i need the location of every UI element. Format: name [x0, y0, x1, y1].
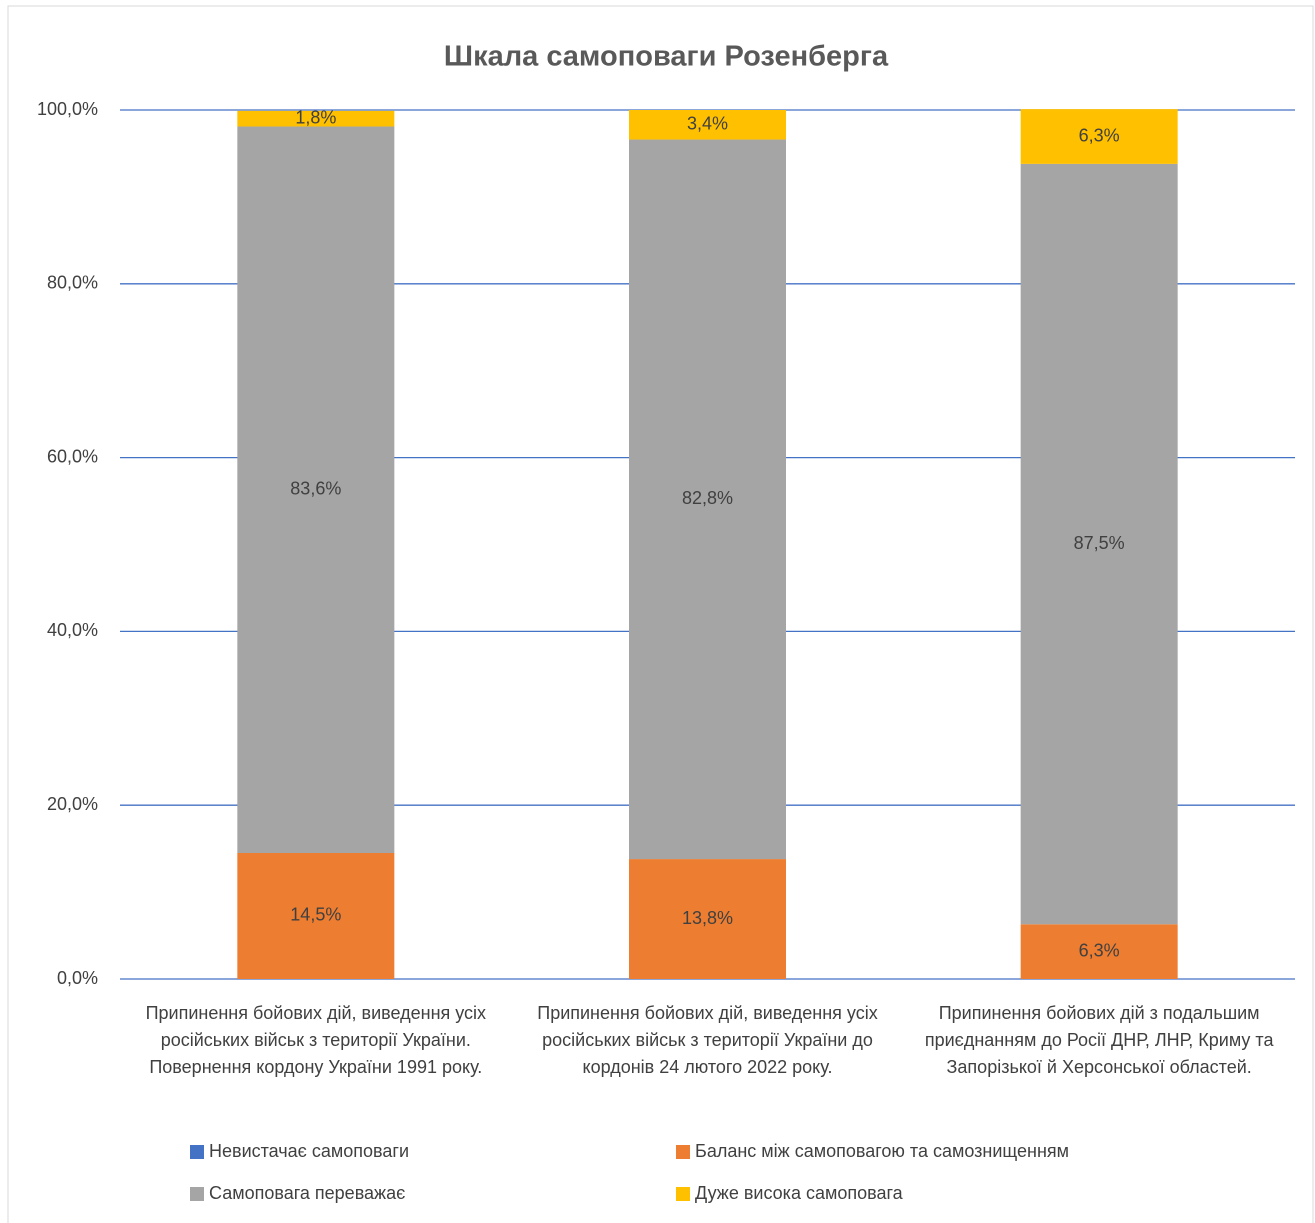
legend-label: Невистачає самоповаги: [209, 1141, 409, 1161]
legend-label: Самоповага переважає: [209, 1183, 405, 1203]
y-tick-label: 0,0%: [57, 968, 98, 988]
data-label: 87,5%: [1074, 533, 1125, 553]
data-label: 14,5%: [290, 905, 341, 925]
y-tick-label: 40,0%: [47, 620, 98, 640]
bar-segment: [237, 852, 395, 979]
x-tick-label: Припинення бойових дій з подальшим приєд…: [924, 1003, 1274, 1077]
bar-segment: [629, 139, 786, 860]
legend-swatch: [190, 1145, 204, 1159]
y-tick-label: 80,0%: [47, 273, 98, 293]
legend-label: Баланс між самоповагою та самознищенням: [695, 1141, 1069, 1161]
y-tick-label: 100,0%: [37, 99, 98, 119]
chart-title: Шкала самоповаги Розенберга: [444, 41, 889, 73]
legend-label: Дуже висока самоповага: [695, 1183, 904, 1203]
bar-segment: [237, 110, 395, 127]
legend-swatch: [676, 1145, 690, 1159]
data-label: 83,6%: [290, 479, 341, 499]
data-label: 82,8%: [682, 488, 733, 508]
data-label: 6,3%: [1079, 125, 1120, 145]
bar-segment: [1020, 109, 1178, 164]
bar-segment: [629, 859, 786, 979]
x-tick-label: Припинення бойових дій, виведення усіх р…: [537, 1003, 878, 1077]
legend-swatch: [676, 1187, 690, 1201]
y-tick-label: 20,0%: [47, 794, 98, 814]
data-label: 3,4%: [687, 114, 728, 134]
data-label: 13,8%: [682, 908, 733, 928]
data-label: 6,3%: [1079, 940, 1120, 960]
bar-segment: [237, 126, 395, 853]
legend-swatch: [190, 1187, 204, 1201]
y-tick-label: 60,0%: [47, 446, 98, 466]
data-label: 1,8%: [295, 107, 336, 127]
bar-segment: [629, 110, 786, 140]
bar-segment: [1020, 163, 1178, 925]
bar-segment: [1020, 924, 1178, 979]
x-tick-label: Припинення бойових дій, виведення усіх р…: [145, 1003, 487, 1077]
